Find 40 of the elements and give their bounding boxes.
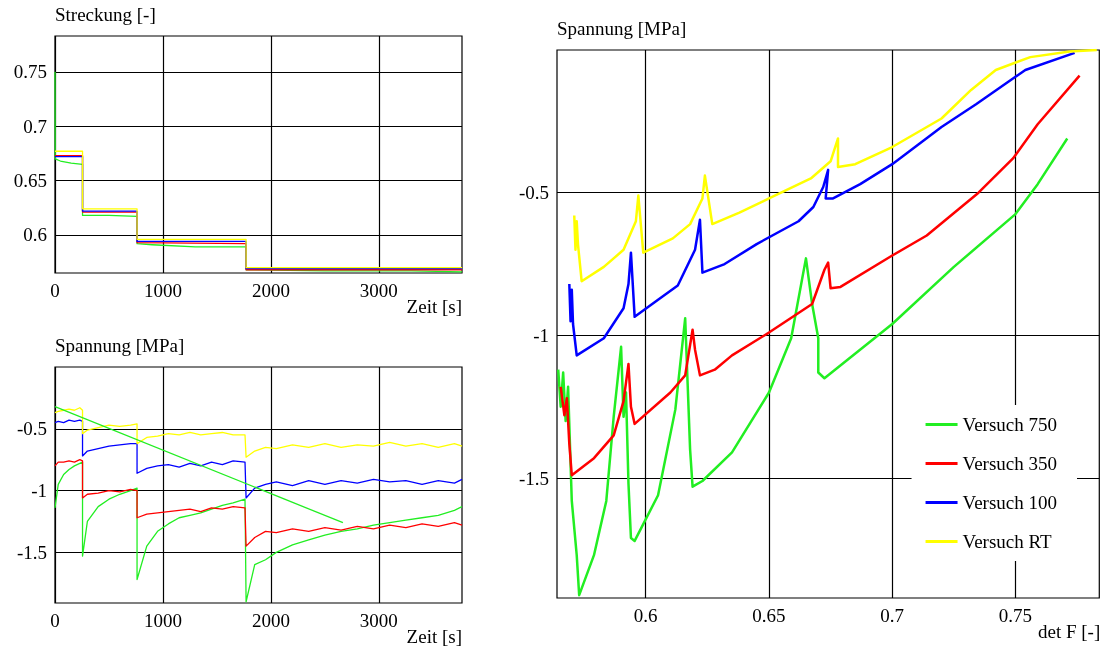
y-tick-label: -1.5 <box>16 541 47 563</box>
legend-label: Versuch 100 <box>962 492 1057 513</box>
line-series <box>54 459 463 547</box>
x-tick-label: 1000 <box>143 610 182 631</box>
y-axis-title: Spannung [MPa] <box>55 335 185 356</box>
y-tick-label: 0.65 <box>13 170 47 192</box>
legend-label: Versuch 350 <box>962 453 1057 474</box>
y-tick-label: -1 <box>533 324 549 346</box>
line-series <box>54 419 463 499</box>
x-tick-label: 0 <box>50 610 60 631</box>
line-series <box>568 51 1076 357</box>
x-axis-title: det F [-] <box>1038 621 1101 642</box>
x-tick-label: 0.6 <box>633 605 658 626</box>
legend-label: Versuch 750 <box>962 414 1057 435</box>
y-tick-label: -0.5 <box>518 182 549 204</box>
line-series <box>559 74 1081 477</box>
line-series <box>54 407 463 458</box>
x-tick-label: 3000 <box>359 280 398 301</box>
line-series <box>54 461 463 603</box>
y-tick-label: -1.5 <box>518 467 549 489</box>
x-tick-label: 1000 <box>143 280 182 301</box>
x-tick-label: 2000 <box>251 610 290 631</box>
legend-label: Versuch RT <box>962 531 1053 552</box>
x-tick-label: 3000 <box>359 610 398 631</box>
x-tick-label: 2000 <box>251 280 290 301</box>
line-series <box>556 137 1069 597</box>
x-tick-label: 0 <box>50 280 60 301</box>
y-tick-label: -0.5 <box>16 418 47 440</box>
y-tick-label: 0.6 <box>23 224 47 246</box>
x-tick-label: 0.75 <box>998 605 1033 626</box>
line-series <box>573 48 1099 283</box>
y-axis-title: Streckung [-] <box>55 4 156 25</box>
y-tick-label: 0.75 <box>13 61 47 83</box>
y-tick-label: 0.7 <box>23 115 47 137</box>
y-tick-label: -1 <box>31 480 47 502</box>
y-axis-title: Spannung [MPa] <box>557 18 687 39</box>
x-tick-label: 0.65 <box>752 605 786 626</box>
x-axis-title: Zeit [s] <box>406 626 462 647</box>
x-tick-label: 0.7 <box>880 605 905 626</box>
x-axis-title: Zeit [s] <box>406 296 462 317</box>
